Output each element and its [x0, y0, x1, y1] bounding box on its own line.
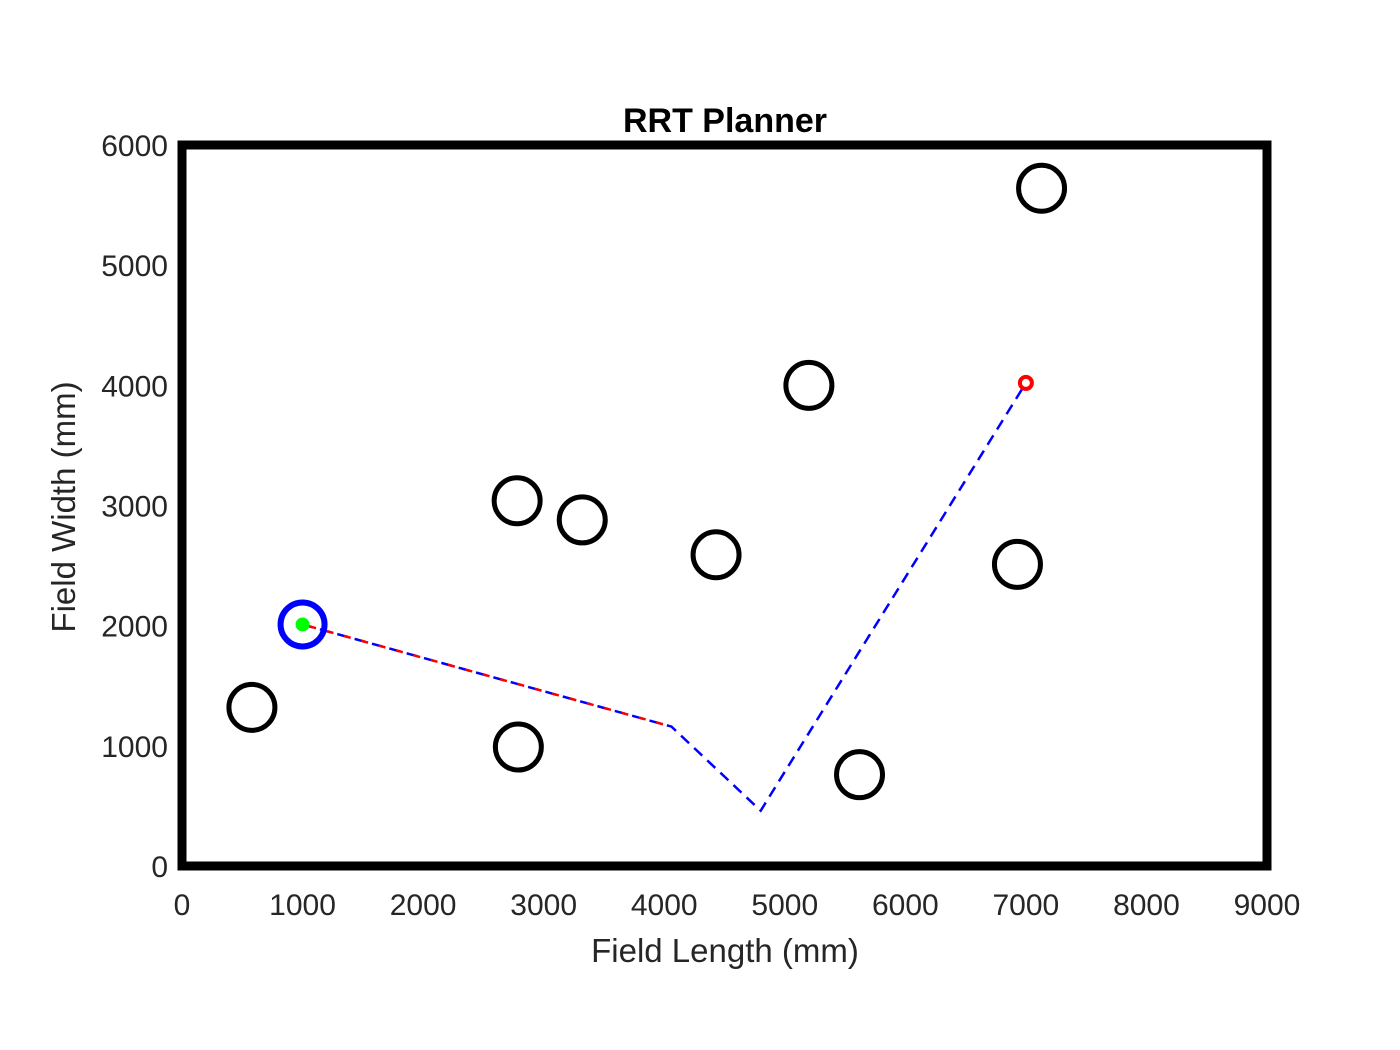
- y-tick-label: 0: [151, 851, 168, 884]
- y-tick-label: 1000: [101, 731, 168, 764]
- goal-marker: [1017, 374, 1034, 391]
- chart-title: RRT Planner: [623, 102, 827, 140]
- x-axis-ticks: 0 1000 2000 3000 4000 5000 6000 7000 8000 9000: [174, 889, 1301, 922]
- x-tick-label: 3000: [510, 889, 577, 922]
- x-tick-label: 5000: [751, 889, 818, 922]
- obstacle-3: [556, 494, 608, 546]
- obstacle-7: [834, 749, 886, 801]
- x-tick-label: 2000: [390, 889, 457, 922]
- y-tick-label: 4000: [101, 370, 168, 403]
- executed-path: [302, 623, 672, 728]
- obstacle-2: [491, 475, 543, 527]
- field-border: [177, 140, 1272, 871]
- y-axis-label: Field Width (mm): [45, 381, 82, 632]
- planned-path: [302, 382, 1027, 813]
- plot-area: [177, 140, 1272, 871]
- y-tick-label: 6000: [101, 130, 168, 163]
- y-tick-label: 5000: [101, 250, 168, 283]
- y-tick-label: 3000: [101, 491, 168, 524]
- obstacle-6: [783, 359, 835, 411]
- x-tick-label: 7000: [993, 889, 1060, 922]
- x-axis-label: Field Length (mm): [591, 932, 859, 969]
- obstacle-9: [1016, 162, 1068, 214]
- y-tick-label: 2000: [101, 611, 168, 644]
- obstacle-4: [492, 721, 544, 773]
- x-tick-label: 1000: [269, 889, 336, 922]
- x-tick-label: 0: [174, 889, 191, 922]
- robot-marker: [277, 599, 328, 650]
- x-tick-label: 8000: [1113, 889, 1180, 922]
- x-tick-label: 6000: [872, 889, 939, 922]
- y-axis-ticks: 0 1000 2000 3000 4000 5000 6000: [101, 130, 168, 884]
- start-marker: [295, 617, 310, 632]
- x-tick-label: 9000: [1234, 889, 1301, 922]
- obstacle-5: [690, 529, 742, 581]
- obstacle-1: [226, 681, 278, 733]
- obstacle-8: [991, 538, 1043, 590]
- x-tick-label: 4000: [631, 889, 698, 922]
